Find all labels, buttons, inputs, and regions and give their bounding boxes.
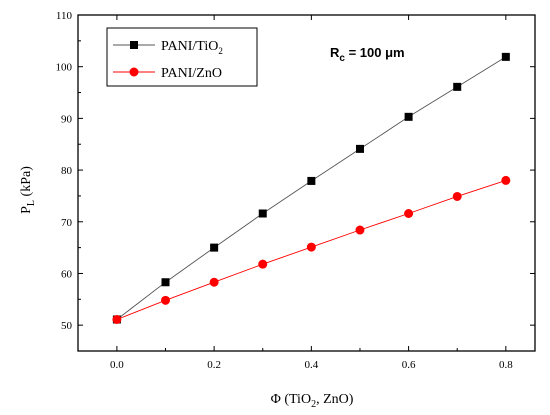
x-tick-label: 0.8 [499,359,513,371]
data-point-series-1 [258,209,267,218]
ticks-layer: 50 60 70 80 90 100 110 0.0 0.2 0.4 0.6 0.8 [56,10,535,371]
x-tick-label: 0.4 [304,359,318,371]
y-tick-label: 110 [56,10,73,22]
data-point-series-2 [452,191,462,201]
legend-marker-series-1 [130,41,138,49]
data-point-series-2 [501,175,511,185]
legend-box [106,27,258,87]
plot-area-frame [77,14,536,352]
y-tick-label: 80 [61,165,73,177]
data-point-series-1 [453,82,462,91]
y-tick-label: 90 [61,113,73,125]
data-point-series-2 [209,277,219,287]
data-point-series-1 [307,176,316,185]
lines-layer [116,56,507,320]
data-point-series-1 [355,144,364,153]
y-tick-label: 50 [61,320,73,332]
series-line-1 [116,56,507,320]
x-tick-label: 0.6 [402,359,416,371]
data-point-series-2 [306,242,316,252]
legend-marker-series-2 [129,67,139,77]
markers-layer [112,52,511,324]
y-tick-label: 60 [61,268,73,280]
data-point-series-1 [210,243,219,252]
data-point-series-1 [161,278,170,287]
y-tick-label: 100 [56,62,73,74]
x-tick-label: 0.0 [110,359,124,371]
data-point-series-2 [112,314,122,324]
legend: PANI/TiO2 PANI/ZnO [106,27,258,87]
y-tick-label: 70 [61,217,73,229]
data-point-series-2 [161,295,171,305]
x-tick-label: 0.2 [207,359,221,371]
y-axis-title: PL (kPa) [19,166,37,214]
data-point-series-2 [404,208,414,218]
data-point-series-1 [501,52,510,61]
data-point-series-1 [404,112,413,121]
legend-label-series-1: PANI/TiO2 [161,39,223,56]
data-point-series-2 [258,259,268,269]
x-axis-title: Φ (TiO2, ZnO) [271,392,354,410]
legend-label-series-2: PANI/ZnO [161,66,222,81]
data-point-series-2 [355,225,365,235]
rc-annotation: Rc = 100 μm [330,45,405,64]
